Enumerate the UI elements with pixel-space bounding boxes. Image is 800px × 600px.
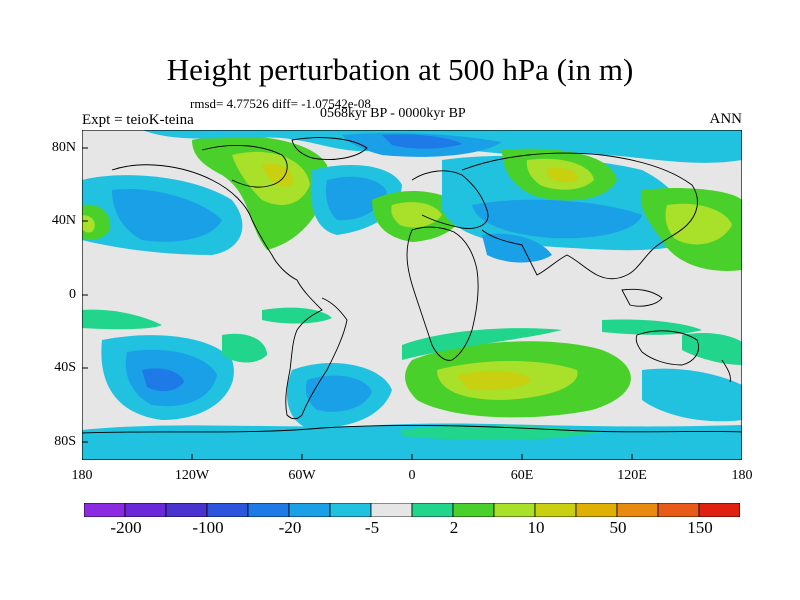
- colorbar-label-2: 2: [449, 518, 459, 537]
- colorbar-box-1: [124, 503, 167, 517]
- experiment-label: Expt = teioK-teina: [82, 112, 194, 128]
- colorbar-label-m5: -5: [364, 518, 380, 537]
- lon-label-180-west: 180: [71, 468, 93, 483]
- season-label: ANN: [709, 111, 743, 127]
- contour-china-negative: [482, 233, 552, 263]
- contour-io-edge-positive: [402, 328, 562, 360]
- axis-ticks: [82, 147, 633, 460]
- colorbar-box-14: [657, 503, 700, 517]
- contour-aus-negative: [642, 368, 742, 422]
- colorbar-box-12: [575, 503, 618, 517]
- lon-label-120w: 120W: [174, 468, 210, 483]
- contour-satl-strong-negative: [305, 375, 372, 412]
- colorbar-box-6: [329, 503, 372, 517]
- contour-sp-deep-negative: [142, 368, 184, 392]
- lon-label-60w: 60W: [288, 468, 316, 483]
- colorbar-label-m200: -200: [110, 518, 142, 537]
- colorbar-label-m20: -20: [278, 518, 302, 537]
- lat-label-0: 0: [69, 287, 76, 302]
- colorbar-box-11: [534, 503, 577, 517]
- colorbar-box-13: [616, 503, 659, 517]
- contour-west-strong-positive: [82, 215, 95, 233]
- contour-asia-strong-negative: [472, 199, 642, 239]
- contour-atlantic-strong-negative: [325, 176, 387, 221]
- contour-pacific-strong-positive: [665, 203, 732, 245]
- contour-sp-positive: [222, 333, 267, 363]
- contour-polar-deep-negative: [382, 134, 462, 149]
- contour-siberia-peak: [547, 167, 579, 183]
- lon-label-180-east: 180: [731, 468, 753, 483]
- lon-label-120e: 120E: [617, 468, 647, 483]
- colorbar-box-3: [206, 503, 249, 517]
- contour-europe-strong-positive: [391, 202, 442, 228]
- colorbar-box-9: [452, 503, 495, 517]
- lon-label-0: 0: [408, 468, 416, 483]
- colorbar-box-10: [493, 503, 536, 517]
- coastlines: [82, 137, 742, 434]
- colorbar-label-10: 10: [527, 518, 545, 537]
- lat-label-40s: 40S: [54, 360, 76, 375]
- contour-na-strong-negative: [112, 189, 222, 242]
- colorbar-box-15: [698, 503, 740, 517]
- colorbar-box-7: [370, 503, 413, 517]
- time-period-label: 0568kyr BP - 0000kyr BP: [320, 106, 466, 121]
- contour-antarctic-positive: [402, 425, 602, 441]
- lat-label-40n: 40N: [51, 213, 76, 228]
- colorbar-label-150: 150: [687, 518, 713, 537]
- colorbar: [84, 503, 740, 517]
- colorbar-label-50: 50: [609, 518, 627, 537]
- colorbar-box-8: [411, 503, 454, 517]
- rmsd-diff-stats: rmsd= 4.77526 diff= -1.07542e-08: [190, 96, 371, 111]
- contour-tropical-positive: [82, 309, 162, 330]
- colorbar-label-m100: -100: [192, 518, 224, 537]
- colorbar-box-2: [165, 503, 208, 517]
- lat-label-80n: 80N: [51, 140, 76, 155]
- lat-label-80s: 80S: [54, 434, 76, 449]
- colorbar-box-5: [288, 503, 331, 517]
- contour-tropical-positive: [602, 319, 702, 335]
- lon-label-60e: 60E: [510, 468, 534, 483]
- contour-tropical-positive: [262, 307, 332, 324]
- contour-io-peak: [457, 370, 532, 390]
- plot-title: Height perturbation at 500 hPa (in m): [166, 52, 634, 87]
- height-perturbation-map: [82, 130, 742, 460]
- colorbar-box-4: [247, 503, 290, 517]
- colorbar-box-0: [84, 503, 126, 517]
- contour-arctic-peak: [262, 163, 293, 187]
